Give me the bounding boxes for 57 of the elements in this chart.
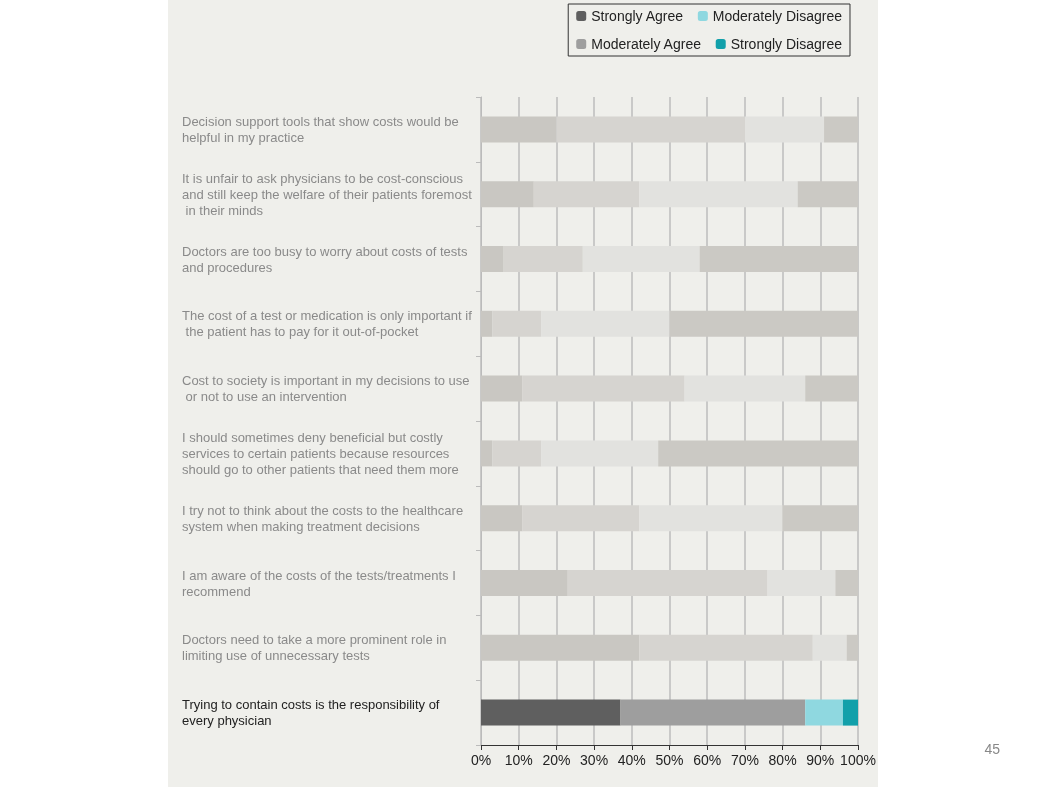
x-tick-label: 0% — [470, 752, 492, 768]
bar — [639, 505, 783, 532]
x-tick-label: 50% — [655, 752, 684, 768]
bar — [541, 310, 670, 337]
bar — [503, 246, 583, 272]
bar — [522, 375, 685, 402]
bar — [824, 116, 858, 143]
x-tick-label: 20% — [542, 752, 571, 768]
y-tick-label: The cost of a test or medication is only important if the patient has to pay for it out-of-pocket — [182, 308, 473, 340]
y-tick-label: I should sometimes deny beneficial but costly services to certain patients because resources should go to other patients that need them more — [182, 429, 459, 477]
y-tick-label: Trying to contain costs is the responsibility of every physician — [182, 697, 444, 729]
x-tick-label: 70% — [730, 752, 759, 768]
y-tick-label: Decision support tools that show costs would be helpful in my practice — [182, 113, 463, 145]
bar — [805, 375, 858, 402]
bar — [797, 181, 858, 208]
bar — [567, 570, 768, 596]
bar — [492, 440, 542, 467]
bar — [639, 181, 798, 208]
bar — [835, 570, 858, 596]
bar — [658, 440, 858, 467]
y-tick-label: Doctors need to take a more prominent role in limiting use of unnecessary tests — [182, 632, 451, 664]
bar — [782, 505, 858, 532]
y-tick-label: Cost to society is important in my decisions to use or not to use an intervention — [182, 373, 470, 405]
x-tick-label: 90% — [806, 752, 835, 768]
bar — [669, 310, 858, 337]
bar — [767, 570, 836, 596]
legend-label: Strongly Disagree — [730, 36, 843, 52]
bar — [744, 116, 825, 143]
x-tick-label: 10% — [504, 752, 533, 768]
bar — [699, 246, 858, 272]
y-tick-label: I try not to think about the costs to the healthcare system when making treatment decisions — [182, 502, 467, 534]
x-tick-label: 100% — [840, 752, 876, 768]
bar — [842, 699, 858, 726]
bar — [620, 699, 806, 726]
x-tick-label: 80% — [768, 752, 797, 768]
y-tick-label: Doctors are too busy to worry about costs of tests and procedures — [182, 243, 472, 275]
bar — [481, 699, 621, 726]
y-tick-label: I am aware of the costs of the tests/treatments I recommend — [182, 567, 460, 599]
bar — [639, 634, 813, 661]
y-tick-label: It is unfair to ask physicians to be cost-conscious and still keep the welfare of their patients foremost in their minds — [182, 170, 473, 218]
legend-label: Moderately Disagree — [712, 8, 843, 24]
bar — [522, 505, 640, 532]
x-tick-label: 30% — [580, 752, 609, 768]
legend-label: Strongly Agree — [591, 8, 684, 24]
bar — [846, 634, 858, 661]
bar — [582, 246, 700, 272]
bar — [812, 634, 847, 661]
bar — [805, 699, 843, 726]
bar — [541, 440, 659, 467]
text: 45 — [984, 741, 1000, 757]
x-tick-label: 60% — [693, 752, 722, 768]
x-tick-label: 40% — [617, 752, 646, 768]
bar — [533, 181, 640, 208]
bar — [556, 116, 745, 143]
bar — [684, 375, 806, 402]
legend-label: Moderately Agree — [591, 36, 702, 52]
bar — [492, 310, 542, 337]
